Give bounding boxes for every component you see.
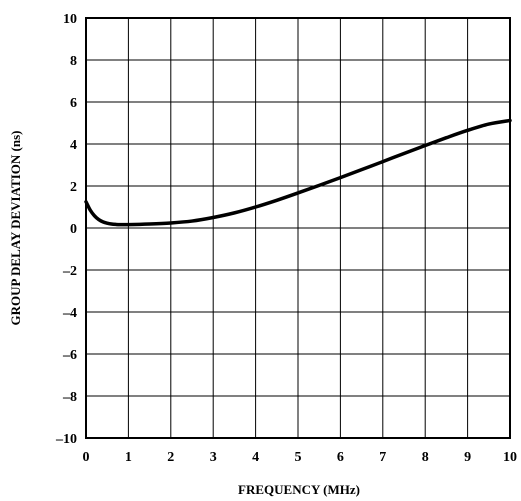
- y-tick-label: 0: [70, 222, 77, 237]
- x-tick-label: 4: [252, 450, 259, 465]
- y-axis-title: GROUP DELAY DEVIATION (ns): [8, 131, 23, 326]
- x-tick-labels: 0 1 2 3 4 5 6 7 8 9 10: [83, 450, 518, 465]
- x-tick-label: 3: [210, 450, 217, 465]
- y-tick-labels: –10 –8 –6 –4 –2 0 2 4 6 8 10: [55, 12, 77, 447]
- y-tick-label: 2: [70, 180, 77, 195]
- x-tick-label: 10: [503, 450, 517, 465]
- x-tick-label: 0: [83, 450, 90, 465]
- x-tick-label: 8: [422, 450, 429, 465]
- y-tick-label: 10: [63, 12, 77, 27]
- x-tick-label: 6: [337, 450, 344, 465]
- x-axis-title: FREQUENCY (MHz): [238, 482, 360, 497]
- group-delay-curve: [84, 118, 512, 227]
- y-tick-label: –4: [62, 306, 77, 321]
- y-tick-label: –8: [62, 390, 77, 405]
- y-tick-label: –10: [55, 432, 77, 447]
- grid: [85, 17, 511, 439]
- y-tick-label: 6: [70, 96, 77, 111]
- y-tick-label: –6: [62, 348, 77, 363]
- x-tick-label: 1: [125, 450, 132, 465]
- x-tick-label: 5: [295, 450, 302, 465]
- x-tick-label: 2: [167, 450, 174, 465]
- y-tick-label: 4: [70, 138, 77, 153]
- x-tick-label: 9: [464, 450, 471, 465]
- series-layer: [84, 118, 512, 227]
- plot-border: [85, 17, 511, 439]
- plot-frame: [85, 17, 511, 439]
- y-tick-label: –2: [62, 264, 77, 279]
- x-tick-label: 7: [379, 450, 386, 465]
- y-tick-label: 8: [70, 54, 77, 69]
